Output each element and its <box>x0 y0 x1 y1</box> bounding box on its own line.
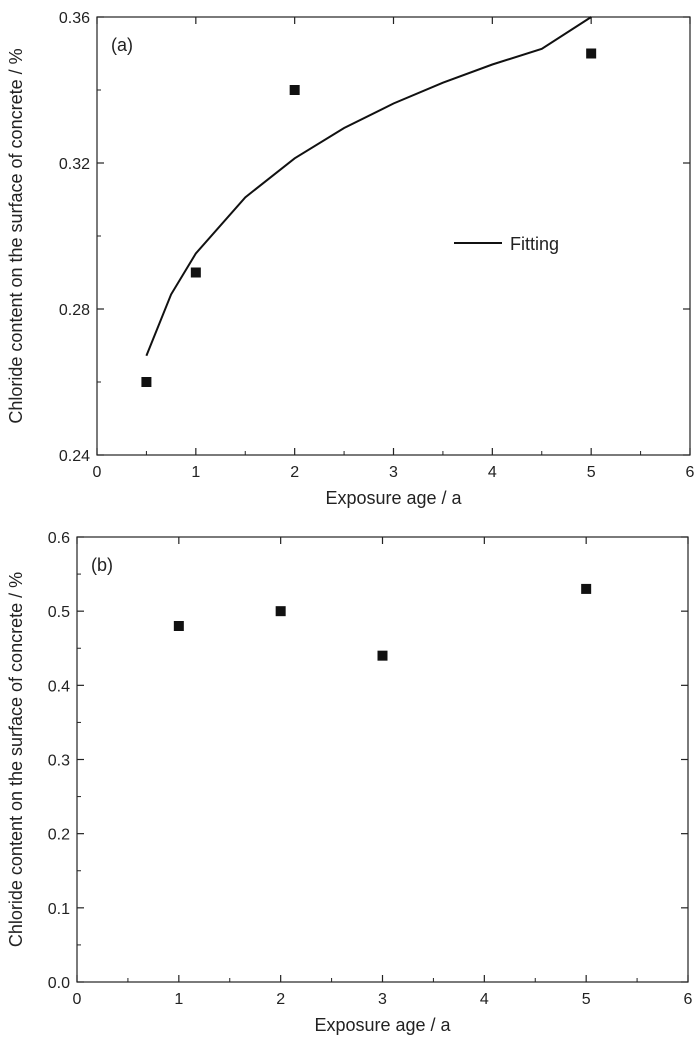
x-tick-label-a: 1 <box>191 464 200 481</box>
y-tick-label-b: 0.5 <box>48 604 70 621</box>
y-tick-label-b: 0.2 <box>48 827 70 844</box>
x-axis-title-a: Exposure age / a <box>325 488 462 508</box>
panel-label-b: (b) <box>91 555 113 575</box>
data-point-a <box>586 48 597 59</box>
y-tick-label-a: 0.28 <box>59 302 90 319</box>
data-point-b <box>275 606 286 617</box>
x-tick-label-a: 5 <box>587 464 596 481</box>
y-tick-label-b: 0.0 <box>48 975 70 992</box>
x-tick-label-a: 6 <box>686 464 695 481</box>
x-tick-label-a: 3 <box>389 464 398 481</box>
data-point-a <box>190 267 201 278</box>
fit-curve-line <box>145 16 592 357</box>
panel-b: (b) Exposure age / a Chloride content on… <box>6 530 693 1035</box>
data-point-b <box>581 583 592 594</box>
x-tick-label-b: 2 <box>276 991 285 1008</box>
legend-label-fitting: Fitting <box>510 234 559 254</box>
data-point-b <box>377 650 388 661</box>
data-point-a <box>289 85 300 95</box>
x-tick-label-a: 4 <box>488 464 497 481</box>
panel-label-a: (a) <box>111 35 133 55</box>
x-tick-label-b: 6 <box>684 991 693 1008</box>
plot-frame-b <box>76 536 689 983</box>
x-tick-label-a: 0 <box>93 464 102 481</box>
data-point-a <box>141 377 152 387</box>
y-tick-label-b: 0.6 <box>48 530 70 547</box>
x-tick-label-b: 4 <box>480 991 489 1008</box>
x-tick-label-b: 3 <box>378 991 387 1008</box>
y-tick-label-a: 0.32 <box>59 156 90 173</box>
x-tick-label-a: 2 <box>290 464 299 481</box>
x-tick-label-b: 0 <box>73 991 82 1008</box>
data-point-b <box>173 621 184 631</box>
x-tick-label-b: 5 <box>582 991 591 1008</box>
y-tick-label-a: 0.24 <box>59 448 90 465</box>
y-tick-label-a: 0.36 <box>59 10 90 27</box>
y-tick-label-b: 0.3 <box>48 753 70 770</box>
y-axis-title-a: Chloride content on the surface of concr… <box>6 48 26 423</box>
x-axis-title-b: Exposure age / a <box>314 1015 451 1035</box>
panel-a: (a) Exposure age / a Chloride content on… <box>6 10 695 508</box>
plot-frame-a <box>96 16 691 456</box>
x-tick-label-b: 1 <box>174 991 183 1008</box>
y-tick-label-b: 0.4 <box>48 678 70 695</box>
y-axis-title-b: Chloride content on the surface of concr… <box>6 572 26 947</box>
y-tick-label-b: 0.1 <box>48 901 70 918</box>
